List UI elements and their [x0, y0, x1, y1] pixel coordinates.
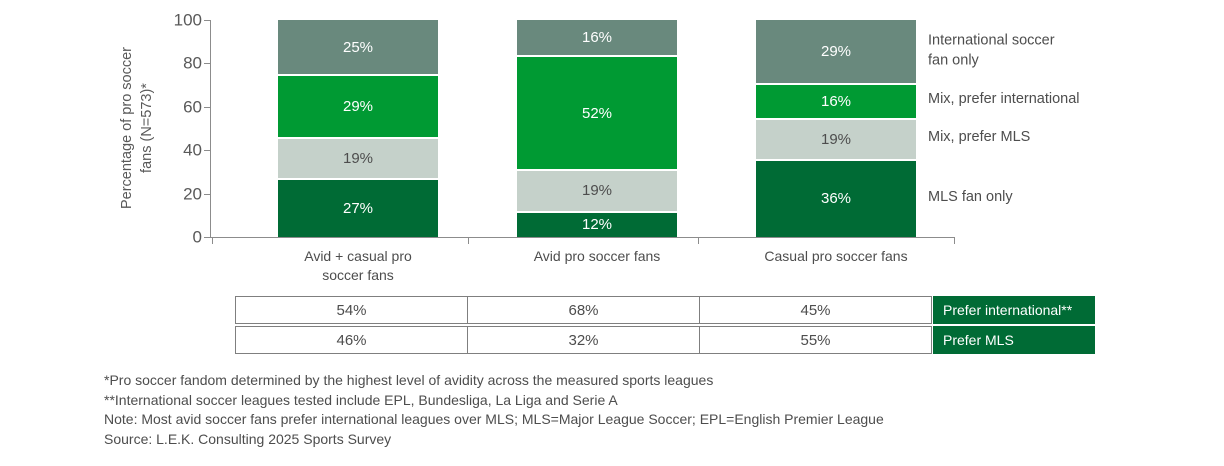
table-cell: 55%	[699, 326, 932, 354]
segment-value-label: 19%	[581, 182, 613, 200]
table-cell: 46%	[235, 326, 468, 354]
category-label: Avid pro soccer fans	[533, 248, 661, 264]
bar-segment: 12%	[517, 210, 677, 237]
y-axis-title: Percentage of pro soccer fans (N=573)*	[119, 47, 155, 210]
segment-value-label: 36%	[820, 190, 852, 208]
y-tick-label: 60	[183, 97, 202, 117]
segment-value-label: 12%	[581, 216, 613, 234]
segment-value-label: 25%	[342, 38, 374, 56]
table-cell: 32%	[467, 326, 700, 354]
segment-value-label: 52%	[581, 104, 613, 122]
footnote-line: Note: Most avid soccer fans prefer inter…	[104, 411, 884, 427]
legend-item: International soccer fan only	[928, 32, 1055, 69]
x-axis-line	[210, 237, 955, 238]
y-tick-mark	[204, 237, 211, 238]
segment-value-label: 29%	[342, 98, 374, 116]
y-tick-mark	[204, 20, 211, 21]
x-tick-mark	[212, 238, 213, 244]
y-tick-mark	[204, 150, 211, 152]
segment-value-label: 19%	[342, 150, 374, 168]
y-tick-mark	[204, 106, 211, 108]
footnotes: *Pro soccer fandom determined by the hig…	[104, 371, 884, 449]
category-label: Casual pro soccer fans	[764, 248, 908, 264]
y-tick-label: 80	[183, 53, 202, 73]
x-tick-mark	[468, 238, 469, 244]
bar-segment: 19%	[517, 169, 677, 211]
y-tick-label: 100	[173, 10, 202, 30]
summary-table: 54% 68% 45% Prefer international** 46% 32% 55%…	[235, 296, 1095, 356]
table-cell: 54%	[235, 296, 468, 324]
table-row-label: Prefer MLS	[933, 326, 1095, 354]
bar-1: 27% 19% 29% 25%	[278, 20, 438, 237]
segment-value-label: 16%	[820, 92, 852, 110]
category-label: Avid + casual pro soccer fans	[304, 248, 412, 283]
bar-segment: 19%	[278, 137, 438, 179]
bar-segment: 16%	[756, 82, 916, 118]
bar-segment: 29%	[278, 74, 438, 138]
chart-plot-area: Percentage of pro soccer fans (N=573)* 0…	[119, 10, 1080, 283]
bar-segment: 19%	[756, 117, 916, 159]
y-tick-label: 20	[183, 184, 202, 204]
bar-2: 12% 19% 52% 16%	[517, 20, 677, 237]
segment-value-label: 19%	[820, 130, 852, 148]
footnote-line: **International soccer leagues tested in…	[104, 391, 618, 408]
legend-item: Mix, prefer MLS	[928, 129, 1031, 146]
footnote-line: Source: L.E.K. Consulting 2025 Sports Su…	[104, 430, 392, 447]
bar-segment: 25%	[278, 20, 438, 75]
x-tick-mark	[698, 238, 699, 244]
bar-segment: 52%	[517, 55, 677, 170]
table-row: 46% 32% 55% Prefer MLS	[235, 326, 1095, 354]
segment-value-label: 27%	[342, 200, 374, 218]
bar-segment: 36%	[756, 158, 916, 237]
y-tick-label: 40	[183, 140, 202, 160]
y-axis-line	[210, 20, 211, 238]
y-tick-label: 0	[192, 227, 202, 247]
table-row: 54% 68% 45% Prefer international**	[235, 296, 1095, 324]
legend-item: Mix, prefer international	[928, 91, 1080, 108]
y-tick-mark	[204, 193, 211, 195]
bar-segment: 16%	[517, 20, 677, 56]
segment-value-label: 16%	[581, 29, 613, 47]
y-tick-mark	[204, 63, 211, 65]
x-tick-mark	[954, 238, 955, 244]
bar-segment: 27%	[278, 178, 438, 237]
segment-value-label: 29%	[820, 42, 852, 60]
table-row-label: Prefer international**	[933, 296, 1095, 324]
footnote-line: *Pro soccer fandom determined by the hig…	[104, 372, 714, 388]
table-cell: 68%	[467, 296, 700, 324]
bar-3: 36% 19% 16% 29%	[756, 20, 916, 237]
legend-item: MLS fan only	[928, 189, 1013, 206]
bar-segment: 29%	[756, 20, 916, 83]
table-cell: 45%	[699, 296, 932, 324]
